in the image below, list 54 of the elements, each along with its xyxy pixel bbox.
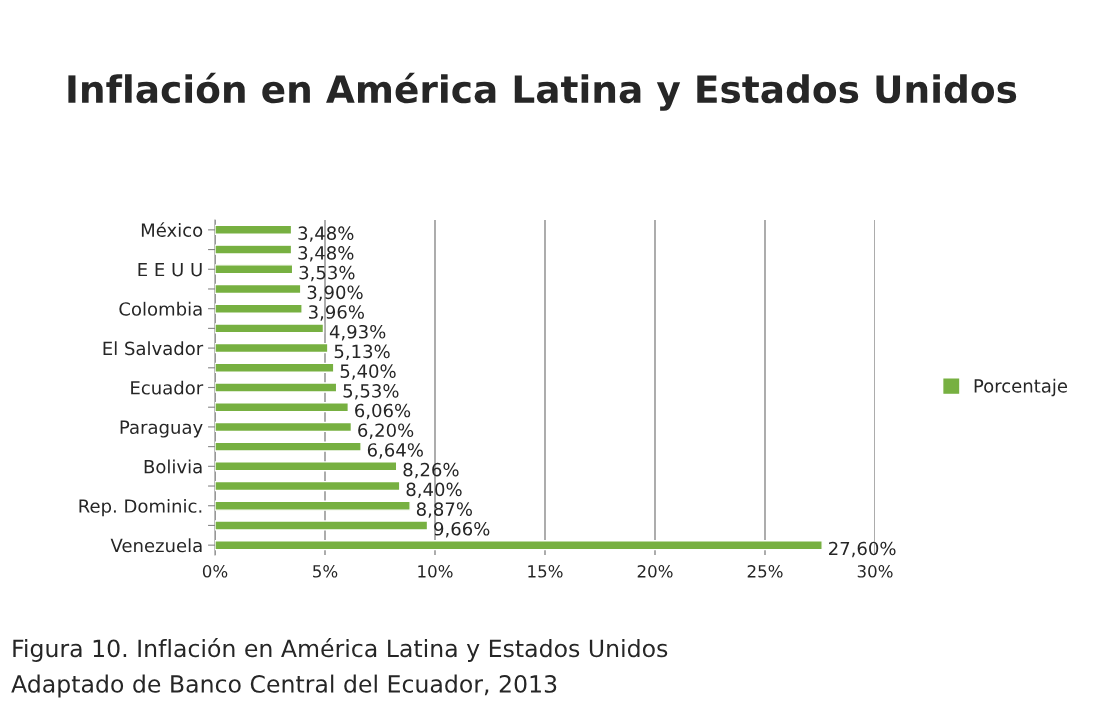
bar	[215, 520, 429, 531]
bar	[215, 362, 335, 373]
x-tick-label: 30%	[857, 565, 893, 578]
x-tick-label: 25%	[747, 565, 783, 578]
data-label: 3,48%	[298, 246, 354, 262]
text: Figura 10. Inflación en América Latina y Estados Unidos	[13, 638, 668, 662]
data-label: 6,64%	[367, 443, 423, 459]
y-tick-label: Paraguay	[120, 420, 203, 438]
x-tick-label: 5%	[313, 565, 338, 578]
data-label: 3,48%	[298, 226, 354, 242]
bar	[215, 283, 302, 295]
bar	[215, 224, 293, 235]
text: Adaptado de Banco Central del Ecuador, 2013	[11, 674, 557, 698]
data-label: 3,96%	[309, 305, 364, 321]
data-label: 3,53%	[299, 265, 355, 282]
bar	[215, 540, 823, 551]
data-label: 6,20%	[358, 423, 414, 439]
data-label: 8,40%	[406, 482, 462, 499]
bar	[215, 441, 362, 452]
bar	[215, 461, 398, 472]
x-tick-label: 10%	[418, 565, 453, 578]
legend-label: Porcentaje	[974, 378, 1068, 397]
y-tick-label: Ecuador	[131, 380, 204, 395]
y-tick-label: Rep. Dominic.	[79, 498, 202, 517]
y-tick-label: El Salvador	[103, 341, 204, 356]
bar	[215, 402, 350, 413]
x-tick-label: 15%	[528, 565, 563, 578]
x-tick-label: 0%	[202, 565, 228, 578]
x-tick-label: 20%	[637, 565, 673, 578]
data-label: 5,40%	[340, 364, 396, 380]
data-label: 6,06%	[355, 403, 411, 420]
data-label: 8,87%	[416, 502, 472, 518]
data-label: 4,93%	[329, 324, 386, 341]
y-tick-label: E E U U	[138, 262, 202, 277]
bar	[215, 244, 293, 255]
y-tick-label: México	[141, 222, 203, 237]
bar	[215, 421, 353, 433]
data-label: 5,13%	[334, 344, 390, 361]
chart-title: Inflación en América Latina y Estados Unidos	[68, 72, 1017, 111]
data-label: 8,26%	[403, 462, 459, 479]
bar	[215, 323, 325, 334]
bar	[215, 500, 411, 511]
data-label: 3,90%	[307, 285, 363, 301]
bar	[215, 342, 329, 354]
data-label: 27,60%	[829, 541, 896, 558]
data-label: 9,66%	[434, 521, 490, 538]
y-tick-label: Bolivia	[144, 459, 202, 474]
bar	[215, 382, 338, 393]
bar	[215, 303, 303, 314]
bar	[215, 264, 294, 275]
data-label: 5,53%	[343, 384, 399, 400]
y-tick-label: Colombia	[119, 301, 202, 316]
y-tick-label: Venezuela	[110, 538, 202, 553]
bar	[215, 480, 401, 492]
